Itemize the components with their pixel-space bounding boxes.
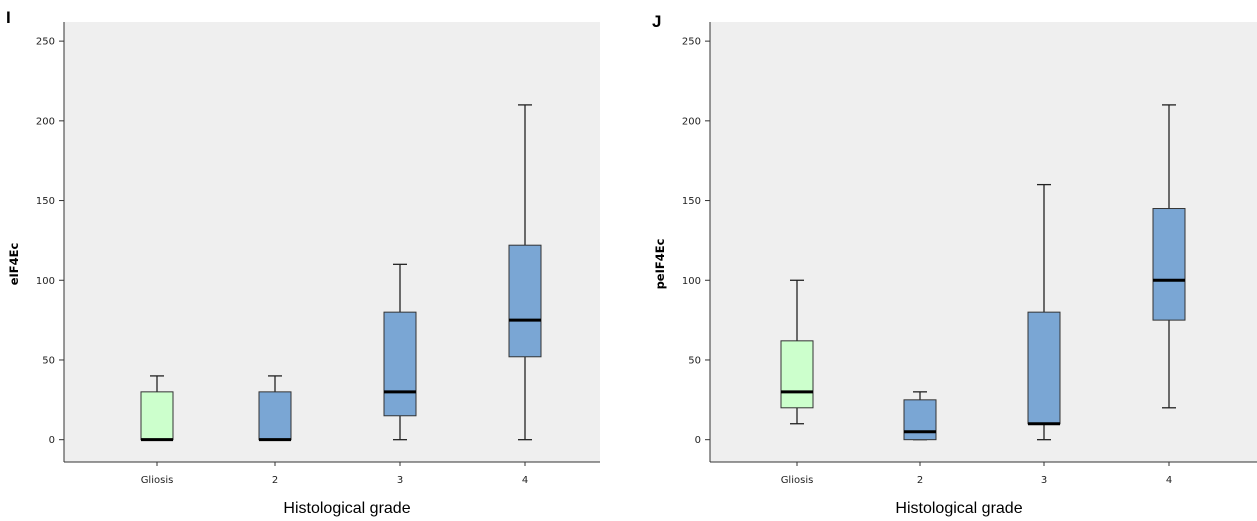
box-body bbox=[508, 244, 542, 358]
box-body bbox=[1152, 208, 1186, 321]
box-gliosis bbox=[140, 375, 174, 442]
box-body bbox=[383, 311, 417, 417]
y-tick-label: 50 bbox=[42, 355, 55, 366]
x-axis-label: Histological grade bbox=[283, 500, 410, 517]
plot-area bbox=[64, 22, 600, 462]
y-tick-label: 200 bbox=[682, 116, 701, 127]
box-2 bbox=[258, 375, 292, 442]
y-tick-label: 250 bbox=[682, 37, 701, 48]
x-tick-label: 2 bbox=[272, 475, 278, 486]
x-axis-label: Histological grade bbox=[895, 500, 1022, 517]
y-axis-label: eIF4Ec bbox=[7, 243, 21, 286]
y-tick-label: 250 bbox=[36, 37, 55, 48]
y-tick-label: 0 bbox=[695, 435, 701, 446]
y-tick-label: 50 bbox=[688, 355, 701, 366]
box-4 bbox=[1152, 104, 1186, 409]
y-tick-label: 0 bbox=[49, 435, 55, 446]
x-tick-label: 3 bbox=[1041, 475, 1047, 486]
x-tick-label: Gliosis bbox=[141, 475, 174, 486]
chart-panel-j: J 0 50 100 150 200 250 peIF4Ec Gliosis 2 3 4 Histolo… bbox=[652, 12, 1257, 517]
x-tick-label: 4 bbox=[522, 475, 528, 486]
box-gliosis bbox=[780, 279, 814, 425]
y-tick-label: 200 bbox=[36, 116, 55, 127]
box-body bbox=[903, 399, 937, 441]
box-body bbox=[140, 391, 174, 441]
x-tick-label: 3 bbox=[397, 475, 403, 486]
x-tick-label: 2 bbox=[917, 475, 923, 486]
y-axis-label: peIF4Ec bbox=[653, 238, 667, 289]
box-4 bbox=[508, 104, 542, 441]
y-tick-label: 100 bbox=[36, 276, 55, 287]
x-tick-label: 4 bbox=[1166, 475, 1172, 486]
box-body bbox=[1027, 311, 1061, 425]
box-3 bbox=[1027, 183, 1061, 441]
chart-panel-i: I 0 50 100 150 200 250 eIF4Ec Gliosis 2 3 4 Histolog… bbox=[6, 8, 600, 517]
box-3 bbox=[383, 263, 417, 441]
panel-label: I bbox=[6, 8, 11, 27]
y-tick-label: 100 bbox=[682, 276, 701, 287]
y-tick-label: 150 bbox=[36, 196, 55, 207]
y-tick-label: 150 bbox=[682, 196, 701, 207]
panel-label: J bbox=[652, 12, 661, 31]
box-2 bbox=[903, 391, 937, 441]
x-tick-label: Gliosis bbox=[781, 475, 814, 486]
box-body bbox=[258, 391, 292, 441]
box-body bbox=[780, 340, 814, 409]
